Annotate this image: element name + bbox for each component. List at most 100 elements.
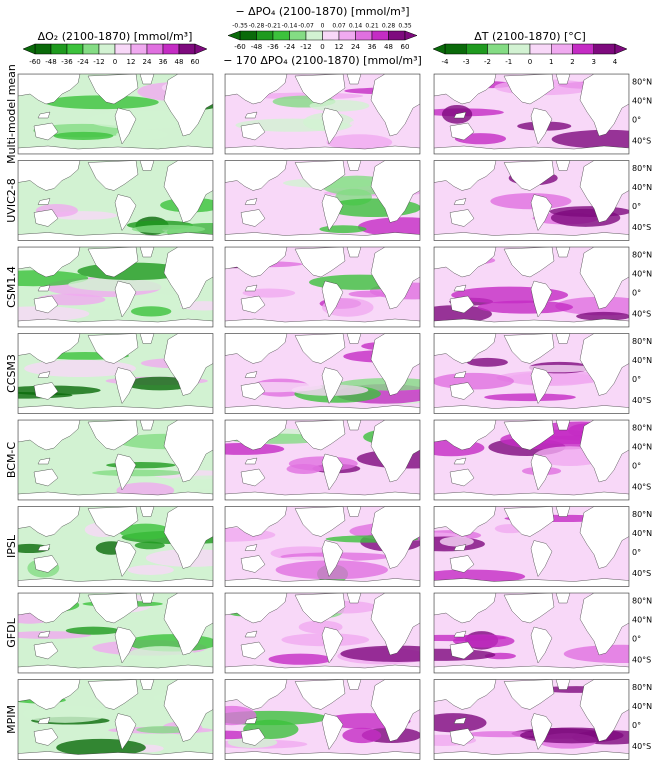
- colorbar-tick-label: 0: [528, 58, 532, 66]
- land: [87, 160, 139, 191]
- land: [453, 717, 467, 724]
- land: [294, 679, 346, 710]
- panel-frame: [17, 592, 214, 674]
- colorbar-tick-label: -0.35: [232, 23, 248, 30]
- anomaly-patch: [551, 129, 629, 149]
- map-panel: [433, 333, 630, 414]
- panel-frame: [433, 506, 630, 587]
- panel-frame: [17, 679, 214, 760]
- land: [530, 626, 553, 664]
- colorbar-bin: [487, 43, 509, 55]
- land: [114, 280, 137, 318]
- colorbar-tick-label: -0.28: [249, 23, 265, 30]
- colorbar-tick-label: -3: [463, 58, 470, 66]
- land: [555, 593, 571, 604]
- map-panel: [433, 592, 630, 674]
- colorbar-bin: [82, 43, 100, 55]
- land: [163, 679, 213, 742]
- land: [114, 107, 137, 145]
- land: [370, 506, 420, 569]
- land: [244, 198, 258, 205]
- anomaly-patch: [286, 463, 322, 474]
- land: [434, 333, 497, 364]
- latitude-label: 0°: [632, 289, 641, 298]
- anomaly-patch: [53, 131, 114, 140]
- latitude-label: 80°N: [632, 337, 652, 346]
- colorbar-bin: [572, 43, 594, 55]
- land: [225, 664, 420, 673]
- row-label: CCSM3: [5, 354, 18, 393]
- colorbar-tick-label: -24: [284, 43, 296, 51]
- land: [37, 198, 51, 205]
- land: [225, 578, 420, 587]
- land: [370, 679, 420, 742]
- anomaly-patch: [163, 475, 213, 490]
- colorbar-arrow: [227, 30, 241, 41]
- colorbar-bin: [130, 43, 148, 55]
- land: [18, 318, 213, 327]
- land: [579, 74, 629, 137]
- colorbar-tick-label: -36: [267, 43, 279, 51]
- map-field: [434, 506, 629, 587]
- land: [503, 160, 555, 191]
- land: [163, 593, 213, 656]
- land: [434, 751, 629, 760]
- land: [225, 593, 288, 624]
- colorbar-bin: [146, 43, 164, 55]
- map-field: [225, 506, 420, 587]
- land: [139, 247, 155, 258]
- land: [530, 107, 553, 145]
- land: [503, 679, 555, 710]
- land: [453, 284, 467, 292]
- map-panel: [433, 160, 630, 241]
- land: [114, 367, 137, 404]
- panel-frame: [17, 506, 214, 587]
- colorbar-bin: [388, 30, 406, 41]
- land: [225, 318, 420, 327]
- map-field: [434, 420, 629, 500]
- colorbar-tick-label: 2: [570, 58, 574, 66]
- map-field: [434, 74, 629, 154]
- land: [87, 679, 139, 710]
- land: [163, 420, 213, 483]
- panel-frame: [224, 73, 421, 155]
- land: [555, 160, 571, 171]
- land: [449, 555, 475, 573]
- colorbar-bin: [508, 43, 531, 55]
- land: [225, 232, 420, 241]
- panel-frame: [17, 73, 214, 155]
- anomaly-patch: [484, 393, 576, 402]
- colorbar-bin: [355, 30, 373, 41]
- latitude-label: 80°N: [632, 164, 652, 173]
- land: [244, 371, 258, 378]
- map-panel: [224, 73, 421, 155]
- map-panel: [224, 160, 421, 241]
- land: [294, 420, 346, 451]
- panel-frame: [433, 73, 630, 155]
- colorbar-tick-label: -0.21: [265, 23, 281, 30]
- map-panel: [433, 419, 630, 501]
- land: [225, 405, 420, 414]
- latitude-label: 80°N: [632, 424, 652, 433]
- anomaly-patch: [348, 290, 388, 298]
- land: [18, 751, 213, 760]
- land: [530, 280, 553, 318]
- anomaly-patch: [342, 727, 382, 744]
- land: [346, 333, 362, 344]
- panel-frame: [433, 246, 630, 328]
- land: [579, 506, 629, 569]
- panel-frame: [224, 246, 421, 328]
- latitude-label: 0°: [632, 635, 641, 644]
- panel-frame: [433, 160, 630, 241]
- land: [225, 333, 288, 364]
- latitude-label: 80°N: [632, 78, 652, 87]
- map-field: [434, 593, 629, 673]
- land: [37, 111, 51, 119]
- land: [294, 247, 346, 278]
- latitude-label: 0°: [632, 548, 641, 557]
- land: [449, 468, 475, 487]
- land: [370, 593, 420, 656]
- land: [244, 717, 258, 724]
- colorbar-tick-label: -4: [442, 58, 450, 66]
- land: [33, 641, 59, 660]
